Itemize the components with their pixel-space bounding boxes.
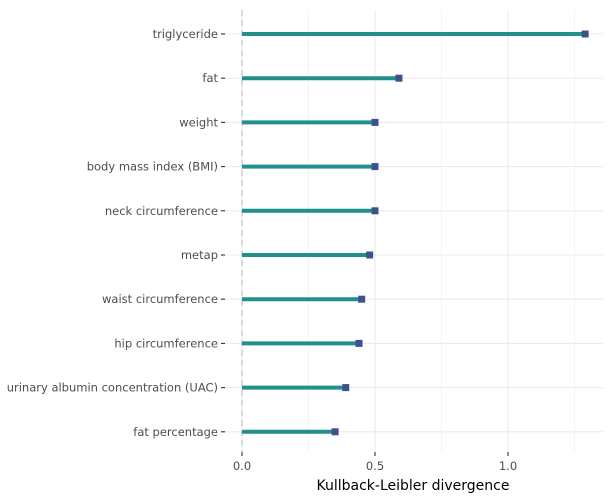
lollipop-point [371, 163, 379, 171]
lollipop-marks [242, 30, 589, 436]
lollipop-point [395, 74, 403, 82]
y-tick-label: neck circumference [105, 204, 218, 218]
y-tick-label: fat [202, 71, 218, 85]
y-tick-label: hip circumference [114, 336, 218, 350]
x-axis: 0.0 0.5 1.0 [233, 452, 517, 473]
lollipop-point [355, 339, 363, 347]
lollipop-point [581, 30, 589, 38]
lollipop-point [371, 118, 379, 126]
y-tick-label: body mass index (BMI) [87, 160, 218, 174]
lollipop-point [342, 384, 350, 392]
y-tick-label: waist circumference [102, 292, 218, 306]
x-tick-label: 1.0 [499, 459, 517, 473]
y-tick-label: urinary albumin concentration (UAC) [7, 381, 218, 395]
y-tick-label: fat percentage [133, 425, 218, 439]
lollipop-point [371, 207, 379, 215]
x-tick-label: 0.5 [366, 459, 384, 473]
y-tick-label: metap [181, 248, 218, 262]
lollipop-point [366, 251, 374, 259]
y-tick-label: triglyceride [153, 27, 218, 41]
x-axis-title: Kullback-Leibler divergence [317, 478, 510, 494]
lollipop-point [331, 428, 339, 436]
y-tick-label: weight [179, 115, 218, 129]
y-axis: triglyceride fat weight body mass index (BM… [7, 27, 225, 439]
lollipop-point [358, 295, 366, 303]
x-tick-label: 0.0 [233, 459, 251, 473]
